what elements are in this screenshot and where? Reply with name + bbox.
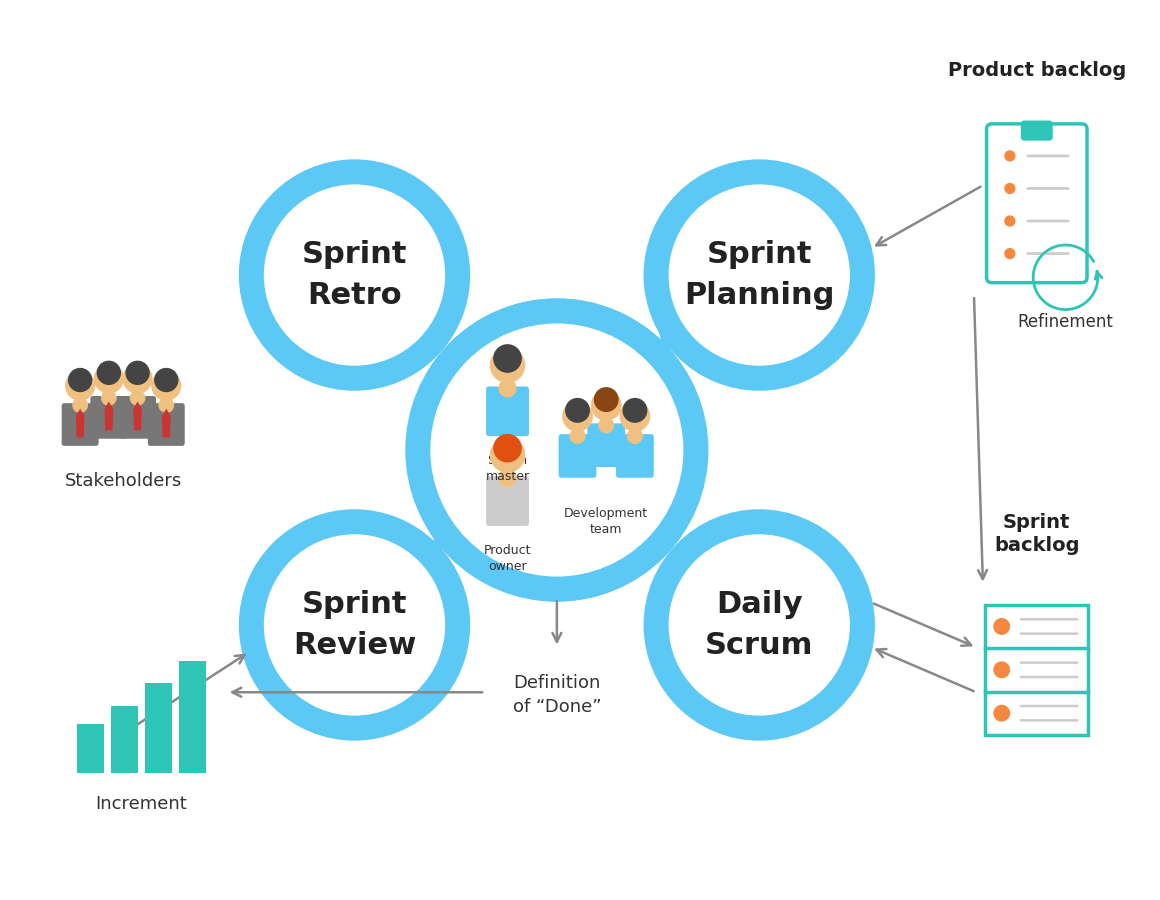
Circle shape [418,310,696,590]
Circle shape [126,362,148,384]
Circle shape [566,399,589,422]
Circle shape [628,428,643,444]
Circle shape [494,435,521,462]
Circle shape [1005,248,1015,258]
Text: Definition
of “Done”: Definition of “Done” [513,674,601,716]
Text: Product backlog: Product backlog [948,61,1126,80]
FancyBboxPatch shape [986,124,1087,283]
Text: Product
owner: Product owner [484,544,531,573]
FancyBboxPatch shape [587,423,625,467]
Point [1081,643,1095,653]
Circle shape [491,348,524,382]
Circle shape [1005,216,1015,226]
Circle shape [97,362,121,384]
Circle shape [994,618,1009,634]
FancyBboxPatch shape [985,605,1088,735]
Circle shape [594,388,618,411]
Polygon shape [75,409,85,437]
FancyBboxPatch shape [486,386,529,436]
Circle shape [491,438,524,473]
Text: Sprint
Planning: Sprint Planning [684,240,834,310]
Circle shape [657,522,862,728]
Point [978,686,992,697]
Circle shape [1005,151,1015,161]
Circle shape [252,172,458,378]
Text: Stakeholders: Stakeholders [65,472,182,490]
Circle shape [994,706,1009,721]
Point [1081,686,1095,697]
Circle shape [154,368,177,392]
Circle shape [66,372,94,400]
Circle shape [73,398,87,412]
Text: Increment: Increment [95,796,188,814]
Circle shape [623,399,647,422]
Circle shape [152,372,181,400]
Circle shape [94,364,123,393]
Circle shape [499,380,516,397]
Bar [145,683,172,773]
Polygon shape [162,409,171,437]
Text: Development
team: Development team [564,507,648,536]
Circle shape [123,364,152,393]
Circle shape [657,172,862,378]
Bar [180,661,206,773]
Circle shape [159,398,174,412]
FancyBboxPatch shape [559,434,596,478]
Polygon shape [104,401,114,430]
Circle shape [571,428,585,444]
Circle shape [994,662,1009,678]
Circle shape [592,391,621,420]
Circle shape [1005,184,1015,194]
Circle shape [252,522,458,728]
Text: Sprint
backlog: Sprint backlog [994,513,1080,555]
FancyBboxPatch shape [61,403,99,446]
FancyBboxPatch shape [1022,122,1052,140]
Text: Daily
Scrum: Daily Scrum [705,590,813,660]
FancyBboxPatch shape [486,476,529,526]
FancyBboxPatch shape [119,396,157,438]
FancyBboxPatch shape [90,396,128,438]
Circle shape [499,470,516,487]
Circle shape [621,401,650,431]
Circle shape [494,345,521,372]
Text: Refinement: Refinement [1017,313,1114,331]
Polygon shape [133,401,142,430]
Circle shape [130,391,145,405]
Bar [77,724,104,773]
Point [978,643,992,653]
Circle shape [102,391,116,405]
Circle shape [68,368,92,392]
Text: Scrum
master: Scrum master [486,454,530,483]
FancyBboxPatch shape [147,403,184,446]
Circle shape [563,401,593,431]
Circle shape [599,418,614,433]
Text: Sprint
Retro: Sprint Retro [302,240,407,310]
Text: Sprint
Review: Sprint Review [292,590,416,660]
FancyBboxPatch shape [616,434,654,478]
Bar [111,706,138,773]
